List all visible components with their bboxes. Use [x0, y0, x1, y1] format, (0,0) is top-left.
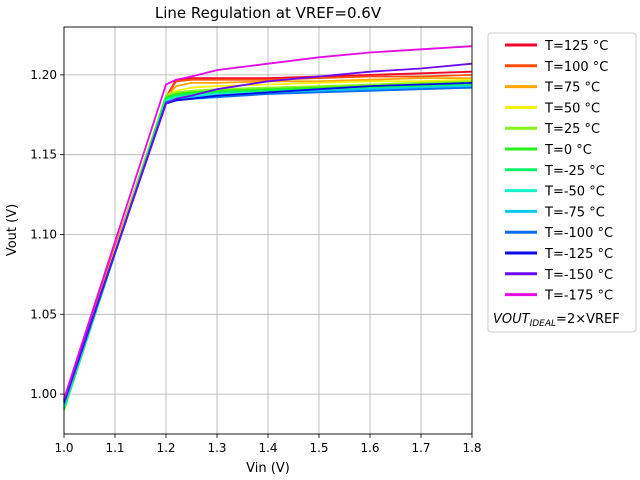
x-tick-label: 1.1	[105, 441, 124, 455]
legend: T=125 °C T=100 °C T=75 °C T=50 °C T=25 °C T=0…	[487, 32, 637, 333]
x-axis-ticks: 1.0 1.1 1.2 1.3 1.4 1.5 1.6 1.7 1.8	[54, 434, 482, 455]
y-axis-ticks: 1.00 1.05 1.10 1.15 1.20	[30, 68, 64, 401]
legend-note-prefix: VOUT	[493, 312, 531, 327]
legend-items: T=125 °C T=100 °C T=75 °C T=50 °C T=25 °C T=0…	[505, 39, 613, 304]
chart-title: Line Regulation at VREF=0.6V	[155, 4, 382, 22]
y-tick-label: 1.05	[30, 307, 57, 321]
legend-label: T=-25 °C	[544, 164, 605, 179]
y-axis-label: Vout (V)	[5, 204, 20, 256]
legend-frame	[487, 32, 637, 333]
legend-note-subscript: IDEAL	[530, 319, 556, 329]
legend-label: T=75 °C	[544, 81, 600, 96]
legend-label: T=50 °C	[544, 101, 600, 116]
series-lines	[63, 45, 473, 411]
legend-label: T=-100 °C	[544, 226, 613, 241]
x-tick-label: 1.8	[462, 441, 481, 455]
series-line	[63, 45, 473, 400]
legend-label: T=-50 °C	[544, 185, 605, 200]
series-line	[63, 83, 473, 409]
y-tick-label: 1.00	[30, 387, 57, 401]
legend-label: T=125 °C	[544, 39, 608, 54]
legend-label: T=-175 °C	[544, 289, 613, 304]
legend-label: T=-125 °C	[544, 247, 613, 262]
legend-note: VOUTIDEAL=2×VREF	[493, 312, 620, 329]
x-tick-label: 1.7	[411, 441, 430, 455]
x-tick-label: 1.2	[156, 441, 175, 455]
x-axis-label: Vin (V)	[246, 461, 290, 476]
y-tick-label: 1.15	[30, 148, 57, 162]
y-tick-label: 1.20	[30, 68, 57, 82]
legend-label: T=0 °C	[544, 143, 592, 158]
y-tick-label: 1.10	[30, 227, 57, 241]
x-tick-label: 1.5	[309, 441, 328, 455]
legend-label: T=25 °C	[544, 122, 600, 137]
series-line	[63, 80, 473, 409]
series-line	[63, 62, 473, 401]
x-tick-label: 1.0	[54, 441, 73, 455]
x-tick-label: 1.4	[258, 441, 277, 455]
x-tick-label: 1.3	[207, 441, 226, 455]
legend-label: T=-75 °C	[544, 205, 605, 220]
series-line	[63, 74, 473, 401]
x-tick-label: 1.6	[360, 441, 379, 455]
legend-note-suffix: =2×VREF	[556, 312, 620, 327]
series-line	[63, 77, 472, 403]
legend-label: T=-150 °C	[544, 268, 613, 283]
legend-label: T=100 °C	[544, 60, 608, 75]
